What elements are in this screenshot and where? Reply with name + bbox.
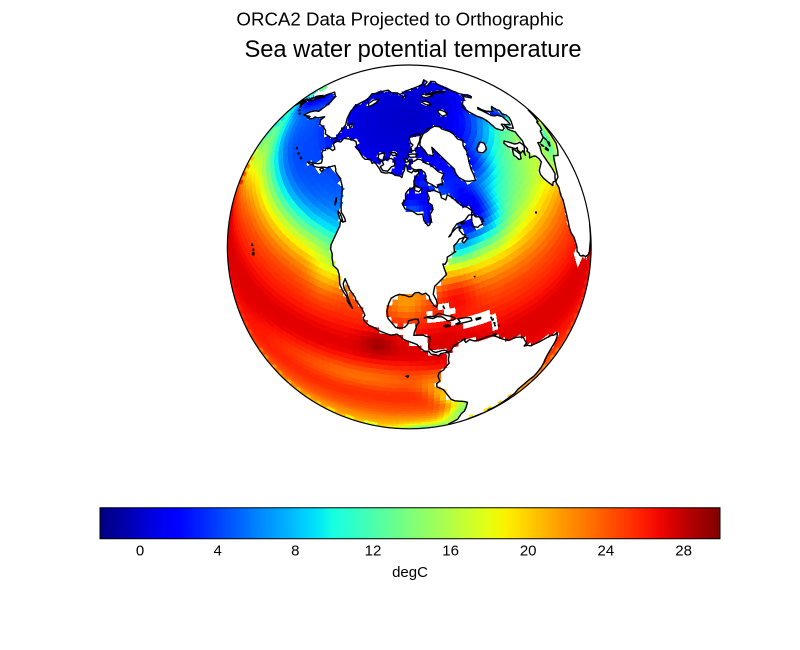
svg-text:4: 4 (214, 543, 222, 560)
svg-text:ORCA2 Data Projected to Orthog: ORCA2 Data Projected to Orthographic (236, 9, 563, 30)
svg-text:12: 12 (365, 543, 382, 560)
svg-text:0: 0 (136, 543, 144, 560)
svg-text:24: 24 (598, 543, 615, 560)
svg-text:Sea water potential temperatur: Sea water potential temperature (244, 37, 581, 63)
svg-text:16: 16 (442, 543, 459, 560)
svg-text:degC: degC (392, 564, 428, 581)
svg-text:20: 20 (520, 543, 537, 560)
svg-text:28: 28 (675, 543, 692, 560)
svg-text:8: 8 (291, 543, 299, 560)
